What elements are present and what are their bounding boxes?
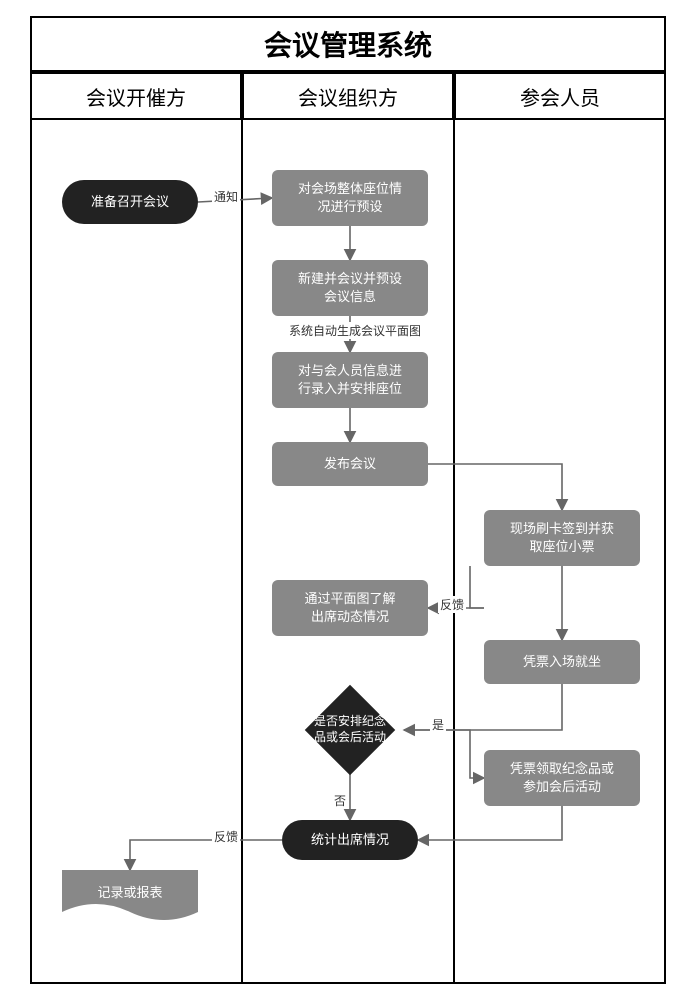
auto-plan-label: 系统自动生成会议平面图 [262,322,448,339]
lane-label: 会议组织方 [298,82,398,111]
checkin-node: 现场刷卡签到并获取座位小票 [484,510,640,566]
flowchart-canvas: 会议管理系统 会议开催方 会议组织方 参会人员 [0,0,696,1000]
node-label: 凭票入场就坐 [523,653,601,671]
node-label: 记录或报表 [97,882,162,901]
collect-souvenir-node: 凭票领取纪念品或参加会后活动 [484,750,640,806]
publish-node: 发布会议 [272,442,428,486]
souvenir-decision-node: 是否安排纪念品或会后活动 [296,690,404,770]
node-label: 发布会议 [324,455,376,473]
seat-with-ticket-node: 凭票入场就坐 [484,640,640,684]
edge-label-yes: 是 [430,716,446,733]
enter-attendees-node: 对与会人员信息进行录入并安排座位 [272,352,428,408]
preset-seats-node: 对会场整体座位情况进行预设 [272,170,428,226]
records-node: 记录或报表 [62,870,198,920]
lane-header-organizer: 会议组织方 [242,72,454,120]
node-label: 通过平面图了解出席动态情况 [304,590,395,626]
node-label: 是否安排纪念品或会后活动 [314,714,386,745]
title-box: 会议管理系统 [30,16,666,72]
edge-label-no: 否 [332,792,348,809]
node-label: 现场刷卡签到并获取座位小票 [510,520,614,556]
create-meeting-node: 新建并会议并预设会议信息 [272,260,428,316]
edge-label-feedback1: 反馈 [438,596,466,613]
start-node: 准备召开会议 [62,180,198,224]
lane-label: 参会人员 [520,82,600,111]
edge-label-notify: 通知 [212,188,240,205]
lane-label: 会议开催方 [86,82,186,111]
node-label: 对与会人员信息进行录入并安排座位 [298,362,402,398]
node-label: 新建并会议并预设会议信息 [298,270,402,306]
stats-node: 统计出席情况 [282,820,418,860]
title-text: 会议管理系统 [264,24,432,64]
lane-header-attendee: 参会人员 [454,72,666,120]
view-plan-node: 通过平面图了解出席动态情况 [272,580,428,636]
edge-label-feedback2: 反馈 [212,828,240,845]
node-label: 统计出席情况 [311,831,389,849]
lane-divider-1 [241,120,243,984]
node-label: 对会场整体座位情况进行预设 [298,180,402,216]
node-label: 准备召开会议 [91,193,169,211]
lane-divider-2 [453,120,455,984]
node-label: 凭票领取纪念品或参加会后活动 [510,760,614,796]
lane-header-sponsor: 会议开催方 [30,72,242,120]
